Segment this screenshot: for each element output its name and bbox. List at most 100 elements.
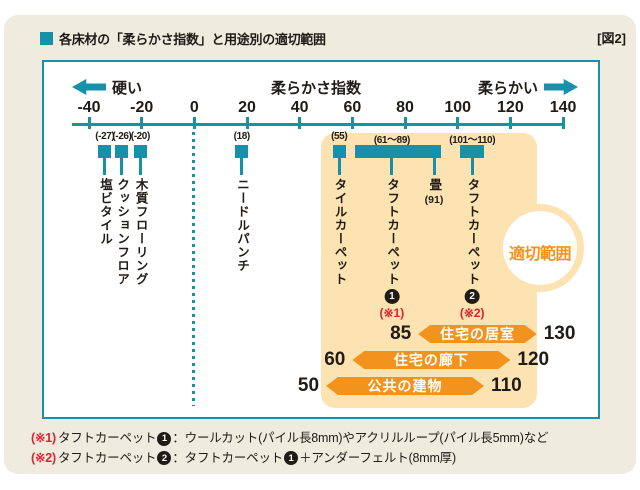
- plot-area: 硬い 柔らかさ指数 柔らかい 適切範囲 -40 -20 0 20 40 60 80 100 12…: [44, 62, 598, 417]
- usage-range-bar: 公共の建物: [326, 377, 484, 395]
- material-marker-stem: [103, 158, 107, 175]
- material-name-label: 畳: [427, 178, 442, 192]
- axis-tick-label: 100: [444, 99, 472, 116]
- material-point-marker: [427, 145, 441, 158]
- material-point-marker: [115, 145, 129, 158]
- usage-range-max: 130: [543, 323, 576, 344]
- footnote-number-badge: 1: [284, 451, 299, 466]
- material-name-label: 塩ビタイル: [98, 178, 113, 246]
- footnotes: (※1) タフトカーペット 1 ：ウールカット(パイル長8mm)やアクリルループ(パイ…: [31, 429, 549, 469]
- figure-title: 各床材の「柔らかさ指数」と用途別の適切範囲: [59, 32, 326, 47]
- axis-tick-label: 140: [549, 99, 577, 116]
- axis-tick: [350, 117, 354, 129]
- axis-tick-label: 120: [497, 99, 524, 116]
- material-marker-stem: [470, 158, 474, 175]
- axis-tick-label: 40: [290, 99, 309, 116]
- material-number-badge: 1: [384, 289, 400, 304]
- material-value-label: (55): [331, 131, 348, 142]
- material-marker-stem: [120, 158, 124, 175]
- axis-tick: [508, 117, 512, 129]
- suitable-region-label: 適切範囲: [508, 246, 572, 263]
- material-value-label: (-20): [130, 131, 151, 142]
- footnote-number-badge: 2: [157, 451, 172, 466]
- axis-tick: [298, 117, 302, 129]
- material-value-sublabel: (91): [424, 193, 444, 206]
- axis-tick-label: -20: [130, 99, 154, 116]
- material-name-label: タイルカーペット: [332, 178, 347, 286]
- usage-range-min: 60: [324, 349, 346, 370]
- axis-tick: [87, 117, 91, 129]
- material-label-group: クッションフロア: [115, 178, 130, 286]
- material-label-group: タフトカーペット 1 (※1): [380, 178, 405, 320]
- chart-box: 硬い 柔らかさ指数 柔らかい 適切範囲 -40 -20 0 20 40 60 80 100 12…: [42, 60, 600, 419]
- footnote-marker: (※2): [31, 450, 56, 465]
- material-range-marker: [460, 145, 485, 158]
- hard-direction-arrow-icon: [72, 79, 106, 95]
- material-value-label: (-26): [112, 131, 132, 142]
- material-point-marker: [133, 145, 147, 158]
- axis-label-soft: 柔らかい: [477, 80, 538, 97]
- figure-number-tag: [図2]: [597, 31, 626, 46]
- material-number-badge: 2: [464, 289, 480, 304]
- material-name-label: クッションフロア: [115, 178, 130, 286]
- usage-range-bar: 住宅の居室: [418, 325, 537, 343]
- material-name-label: タフトカーペット: [385, 178, 400, 286]
- material-label-group: ニードルパンチ: [235, 178, 249, 273]
- footnote-line: (※2) タフトカーペット 2 ：タフトカーペット 1 ＋アンダーフェルト(8mm厚): [31, 449, 548, 469]
- material-label-group: タフトカーペット 2 (※2): [460, 178, 485, 320]
- material-marker-stem: [390, 158, 394, 175]
- material-value-label: (-27): [95, 131, 115, 142]
- title-bullet-square: [40, 32, 53, 45]
- material-footnote-ref: (※2): [459, 306, 485, 320]
- axis-line: [72, 123, 565, 126]
- footnote-number-badge: 1: [157, 431, 172, 446]
- axis-tick-label: -40: [77, 99, 101, 116]
- footnote-text: タフトカーペット: [57, 431, 157, 445]
- axis-tick: [245, 117, 249, 129]
- footnote-text: タフトカーペット: [57, 450, 157, 465]
- material-name-label: 木質フローリング: [133, 178, 148, 286]
- axis-tick-label: 60: [343, 99, 362, 116]
- material-marker-stem: [138, 158, 142, 175]
- figure-title-row: 各床材の「柔らかさ指数」と用途別の適切範囲: [40, 29, 326, 48]
- axis-tick: [456, 117, 460, 129]
- usage-range-max: 110: [491, 375, 522, 396]
- material-label-group: 畳 (91): [425, 178, 444, 206]
- material-marker-stem: [240, 158, 244, 175]
- suitable-region-circle: [503, 211, 577, 285]
- material-point-marker: [332, 145, 346, 158]
- material-label-group: タイルカーペット: [332, 178, 347, 286]
- usage-range-min: 85: [390, 323, 412, 344]
- material-point-marker: [98, 145, 112, 158]
- material-label-group: 塩ビタイル: [98, 178, 113, 246]
- axis-tick: [192, 117, 196, 129]
- material-value-label: (101〜110): [449, 135, 496, 146]
- usage-range-bar: 住宅の廊下: [352, 351, 510, 369]
- axis-label-title: 柔らかさ指数: [270, 80, 361, 97]
- material-marker-stem: [337, 158, 341, 175]
- material-value-label: (18): [233, 131, 251, 142]
- footnote-text: ：ウールカット(パイル長8mm)やアクリルループ(パイル長5mm)など: [172, 431, 549, 445]
- zero-dotted-line: [192, 132, 195, 406]
- material-value-label: (61〜89): [373, 135, 411, 146]
- axis-tick-label: 20: [238, 99, 256, 116]
- axis-tick: [403, 117, 407, 129]
- soft-direction-arrow-icon: [544, 79, 578, 95]
- material-name-label: タフトカーペット: [465, 178, 480, 286]
- axis-tick: [561, 117, 565, 129]
- axis-tick: [140, 117, 144, 129]
- axis-tick-label: 0: [189, 99, 199, 116]
- footnote-line: (※1) タフトカーペット 1 ：ウールカット(パイル長8mm)やアクリルループ(パイ…: [31, 429, 549, 449]
- usage-range-max: 120: [517, 349, 550, 370]
- material-footnote-ref: (※1): [379, 306, 405, 320]
- footnote-text: ：タフトカーペット: [172, 450, 284, 465]
- usage-range-min: 50: [297, 375, 320, 396]
- footnote-text: ＋アンダーフェルト(8mm厚): [299, 450, 456, 465]
- axis-tick-label: 80: [396, 99, 414, 116]
- material-marker-stem: [432, 158, 436, 175]
- footnote-marker: (※1): [31, 431, 56, 445]
- material-name-label: ニードルパンチ: [235, 178, 249, 273]
- material-point-marker: [235, 145, 249, 158]
- material-label-group: 木質フローリング: [133, 178, 148, 286]
